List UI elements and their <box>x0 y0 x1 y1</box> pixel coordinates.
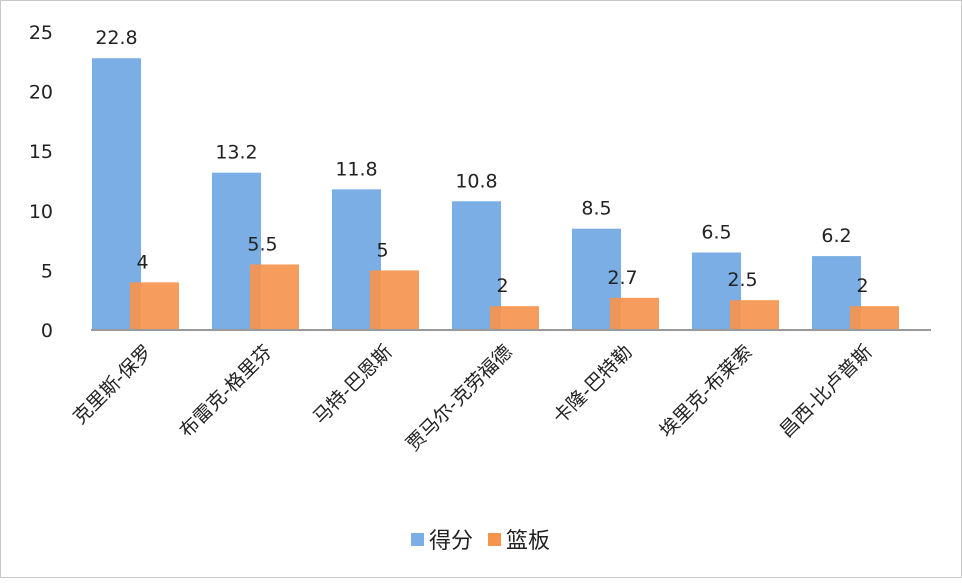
legend-swatch <box>488 533 501 546</box>
y-tick-label: 10 <box>29 201 53 223</box>
y-tick-label: 0 <box>41 320 53 342</box>
data-label: 2.7 <box>607 267 637 289</box>
x-tick-label: 马特-巴恩斯 <box>309 341 397 429</box>
data-label: 11.8 <box>335 158 377 180</box>
bar-篮板 <box>850 306 899 330</box>
data-label: 2 <box>496 275 508 297</box>
bar-篮板 <box>370 270 419 330</box>
data-label: 2 <box>856 275 868 297</box>
x-tick-label: 克里斯-保罗 <box>69 341 157 429</box>
y-tick-label: 15 <box>29 141 53 163</box>
data-label: 5 <box>376 239 388 261</box>
legend-swatch <box>411 533 424 546</box>
x-tick-label: 贾马尔-克劳福德 <box>402 341 516 455</box>
data-label: 6.2 <box>821 225 851 247</box>
data-label: 13.2 <box>215 142 257 164</box>
bar-篮板 <box>490 306 539 330</box>
data-label: 10.8 <box>455 170 497 192</box>
data-label: 8.5 <box>581 198 611 220</box>
data-label: 6.5 <box>701 222 731 244</box>
y-tick-label: 20 <box>29 82 53 104</box>
data-label: 2.5 <box>727 269 757 291</box>
y-tick-label: 25 <box>29 22 53 44</box>
x-tick-label: 卡隆-巴特勒 <box>549 341 637 429</box>
data-label: 5.5 <box>247 233 277 255</box>
data-label: 22.8 <box>95 27 137 49</box>
y-tick-label: 5 <box>41 260 53 282</box>
legend-label: 得分 <box>429 529 473 554</box>
x-tick-label: 昌西-比卢普斯 <box>776 341 877 442</box>
bar-篮板 <box>250 264 299 330</box>
bar-篮板 <box>130 282 179 330</box>
bar-篮板 <box>730 300 779 330</box>
x-tick-label: 布雷克-格里芬 <box>176 341 277 442</box>
bar-篮板 <box>610 297 659 330</box>
data-label: 4 <box>136 251 148 273</box>
legend-label: 篮板 <box>506 529 550 554</box>
x-tick-label: 埃里克-布莱索 <box>656 341 757 442</box>
